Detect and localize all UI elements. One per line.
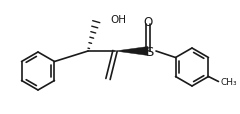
Text: OH: OH bbox=[110, 15, 126, 25]
Text: O: O bbox=[143, 15, 153, 28]
Text: S: S bbox=[145, 46, 153, 59]
Polygon shape bbox=[115, 47, 148, 56]
Text: CH₃: CH₃ bbox=[220, 77, 237, 86]
